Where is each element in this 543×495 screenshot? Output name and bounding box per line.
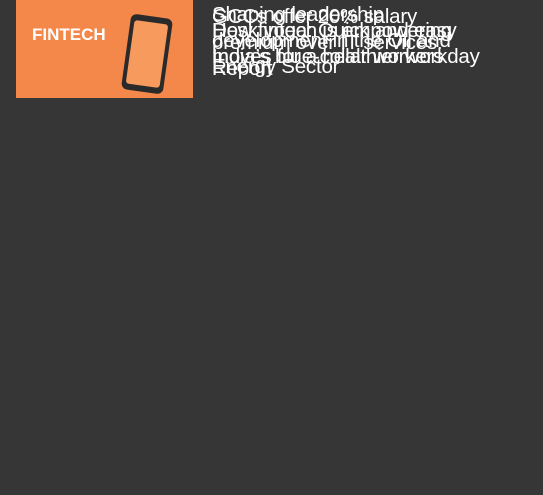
- headline-line[interactable]: premium over IT services:: [212, 31, 443, 54]
- fintech-label: FINTECH: [32, 25, 106, 44]
- headline-line[interactable]: India’s blue-collar workers: [212, 45, 444, 68]
- screen: [126, 20, 168, 88]
- thumbnail[interactable]: FINTECH: [16, 0, 193, 98]
- headline-line[interactable]: development in the Oil and: [212, 29, 451, 52]
- headline-line[interactable]: Shaping leadership: [212, 3, 384, 26]
- headline-line[interactable]: moves for a healthier workday: [212, 45, 480, 68]
- headline-line[interactable]: Report: [212, 57, 273, 80]
- headline-line[interactable]: Desk yoga: Quick and easy: [212, 19, 457, 42]
- headline-line[interactable]: Energy Sector: [212, 55, 340, 78]
- headline-line[interactable]: How fintech is empowering: [212, 19, 452, 42]
- headline[interactable]: How fintech is empowering India’s blue-co…: [212, 18, 543, 70]
- headline[interactable]: GCCs offer 20% salary premium over IT ser…: [212, 4, 543, 82]
- headline[interactable]: Desk yoga: Quick and easy moves for a hea…: [212, 18, 543, 70]
- headline-line[interactable]: GCCs offer 20% salary: [212, 5, 418, 28]
- headline[interactable]: Shaping leadership development in the Oil…: [212, 2, 543, 80]
